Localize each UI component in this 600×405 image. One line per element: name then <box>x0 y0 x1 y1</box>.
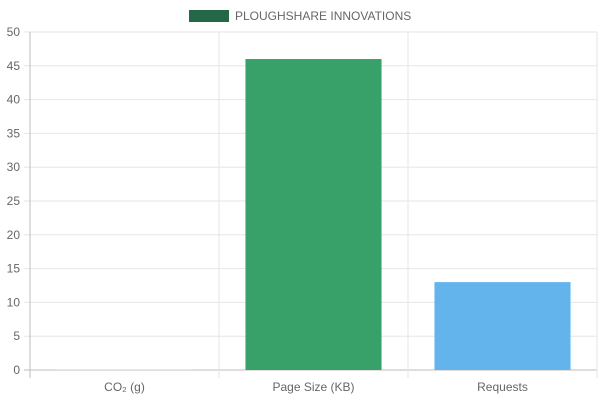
bars <box>56 59 570 370</box>
legend-label[interactable]: PLOUGHSHARE INNOVATIONS <box>235 9 411 23</box>
y-tick-label: 20 <box>7 228 21 242</box>
y-tick-label: 15 <box>7 262 21 276</box>
legend-swatch[interactable] <box>189 10 229 22</box>
y-tick-label: 45 <box>7 59 21 73</box>
y-tick-label: 10 <box>7 295 21 309</box>
x-tick-label: CO₂ (g) <box>104 380 145 394</box>
x-axis-ticks: CO₂ (g) Page Size (KB) Requests <box>104 380 528 394</box>
y-tick-label: 40 <box>7 93 21 107</box>
y-tick-label: 25 <box>7 194 21 208</box>
bar[interactable] <box>434 282 570 370</box>
y-axis-ticks: 0 5 10 15 20 25 30 35 40 45 50 <box>7 25 21 377</box>
x-tick-label: Page Size (KB) <box>272 380 354 394</box>
y-tick-label: 30 <box>7 160 21 174</box>
y-tick-label: 35 <box>7 126 21 140</box>
bar[interactable] <box>245 59 381 370</box>
legend[interactable]: PLOUGHSHARE INNOVATIONS <box>189 9 411 23</box>
y-tick-label: 50 <box>7 25 21 39</box>
x-tick-label: Requests <box>477 380 528 394</box>
y-tick-label: 0 <box>13 363 20 377</box>
y-tick-label: 5 <box>13 329 20 343</box>
